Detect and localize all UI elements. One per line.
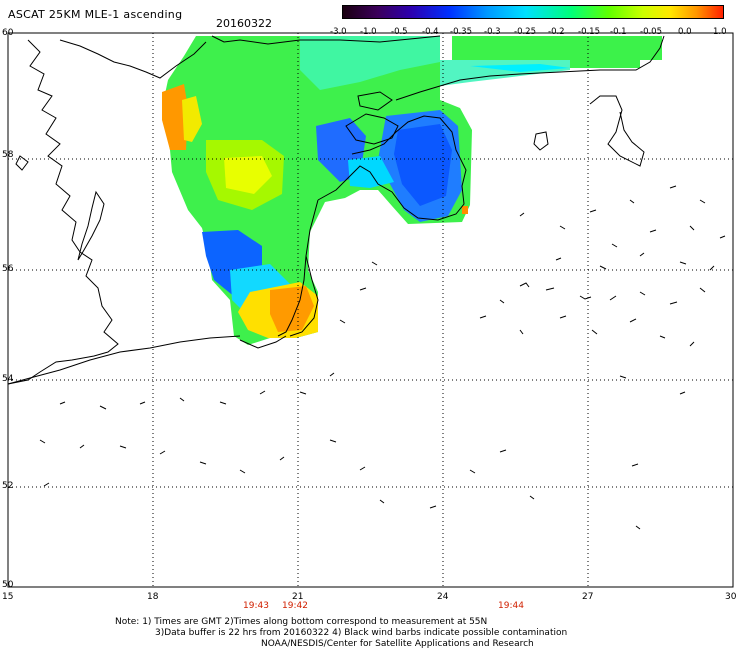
lat-gridlines (8, 158, 733, 488)
colorbar-tick: -0.05 (640, 27, 662, 37)
swath-teal-east (440, 60, 570, 86)
swath-orange-pixel (462, 206, 468, 214)
lat-label: 60 (2, 28, 14, 38)
coastline-curonian-spit (289, 255, 319, 337)
lon-label: 21 (292, 592, 304, 602)
coastline-oland (15, 155, 29, 171)
coastlines (7, 35, 665, 385)
lat-label: 50 (2, 580, 14, 590)
footnote-line-2: 3)Data buffer is 22 hrs from 20160322 4)… (155, 628, 568, 638)
lat-label: 52 (2, 481, 14, 491)
colorbar-tick: -1.0 (360, 27, 377, 37)
product-date: 20160322 (216, 17, 272, 30)
colorbar-tick: -0.5 (391, 27, 408, 37)
swath-cyan-coast (348, 156, 394, 188)
colorbar-tick: -0.35 (450, 27, 472, 37)
lake-outlines (39, 185, 726, 530)
lon-gridlines (152, 33, 589, 587)
lon-label: 24 (437, 592, 449, 602)
coastline-lake-peipus (589, 95, 645, 167)
pass-time: 19:44 (498, 601, 524, 611)
colorbar (342, 5, 724, 19)
lon-label: 27 (582, 592, 594, 602)
swath-teal-north (300, 36, 440, 90)
wind-swath (162, 36, 662, 345)
colorbar-ticks: -3.0 -1.0 -0.5 -0.4 -0.35 -0.3 -0.25 -0.… (330, 27, 740, 39)
lat-label: 54 (2, 374, 14, 384)
coastline-sambia (239, 335, 287, 349)
swath-orange-west (162, 84, 188, 150)
coastline-saaremaa (345, 113, 399, 145)
coastline-poland (7, 335, 241, 385)
plot-frame (7, 32, 734, 588)
lon-label: 18 (147, 592, 159, 602)
product-title: ASCAT 25KM MLE-1 ascending (8, 8, 183, 21)
colorbar-tick: 1.0 (713, 27, 727, 37)
coastline-sweden (7, 39, 119, 385)
coastline-estonia (395, 35, 665, 101)
lon-label: 30 (725, 592, 737, 602)
colorbar-tick: -0.1 (610, 27, 627, 37)
colorbar-tick: 0.0 (678, 27, 692, 37)
footnote-line-3: NOAA/NESDIS/Center for Satellite Applica… (261, 639, 534, 649)
lat-label: 56 (2, 264, 14, 274)
colorbar-tick: -0.4 (422, 27, 439, 37)
colorbar-tick: -3.0 (330, 27, 347, 37)
coastline-lithuania (277, 199, 319, 337)
lon-label: 15 (2, 592, 14, 602)
pass-time: 19:42 (282, 601, 308, 611)
colorbar-tick: -0.3 (484, 27, 501, 37)
coastline-latvia (317, 115, 467, 221)
swath-yellow-center (224, 156, 272, 194)
coastline-finland (211, 35, 441, 45)
swath-orange-lagoon (270, 286, 314, 332)
pass-time: 19:43 (243, 601, 269, 611)
colorbar-tick: -0.2 (548, 27, 565, 37)
swath-yellow-west (182, 96, 202, 142)
coastline-hiiumaa (357, 91, 393, 111)
coastline-sweden-inner (59, 39, 207, 79)
swath-cyan-east (470, 64, 570, 72)
colorbar-tick: -0.25 (514, 27, 536, 37)
coastline-lake-small (533, 131, 549, 151)
coastline-gotland (77, 190, 105, 261)
colorbar-tick: -0.15 (578, 27, 600, 37)
swath-blue-riga-core (394, 124, 452, 206)
lat-label: 58 (2, 150, 14, 160)
footnote-line-1: Note: 1) Times are GMT 2)Times along bot… (115, 617, 488, 627)
